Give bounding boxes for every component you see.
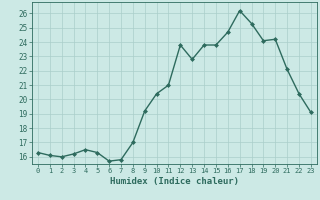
X-axis label: Humidex (Indice chaleur): Humidex (Indice chaleur) <box>110 177 239 186</box>
